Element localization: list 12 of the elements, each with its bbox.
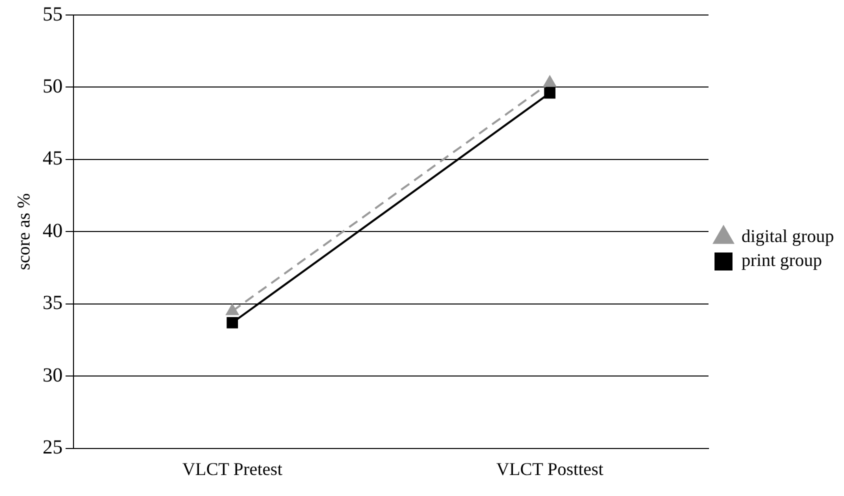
x-tick-label: VLCT Pretest bbox=[182, 458, 282, 479]
legend-label: print group bbox=[742, 250, 822, 270]
legend-label: digital group bbox=[742, 226, 834, 246]
y-tick-label: 25 bbox=[42, 436, 63, 459]
y-axis-title: score as % bbox=[14, 193, 34, 270]
y-tick-label: 45 bbox=[42, 148, 63, 170]
y-tick-label: 40 bbox=[42, 220, 63, 242]
y-tick-label: 30 bbox=[42, 364, 63, 386]
y-tick-label: 55 bbox=[42, 3, 63, 26]
y-tick-label: 35 bbox=[42, 292, 63, 314]
y-tick-label: 50 bbox=[42, 75, 63, 98]
x-tick-label: VLCT Posttest bbox=[496, 458, 604, 479]
